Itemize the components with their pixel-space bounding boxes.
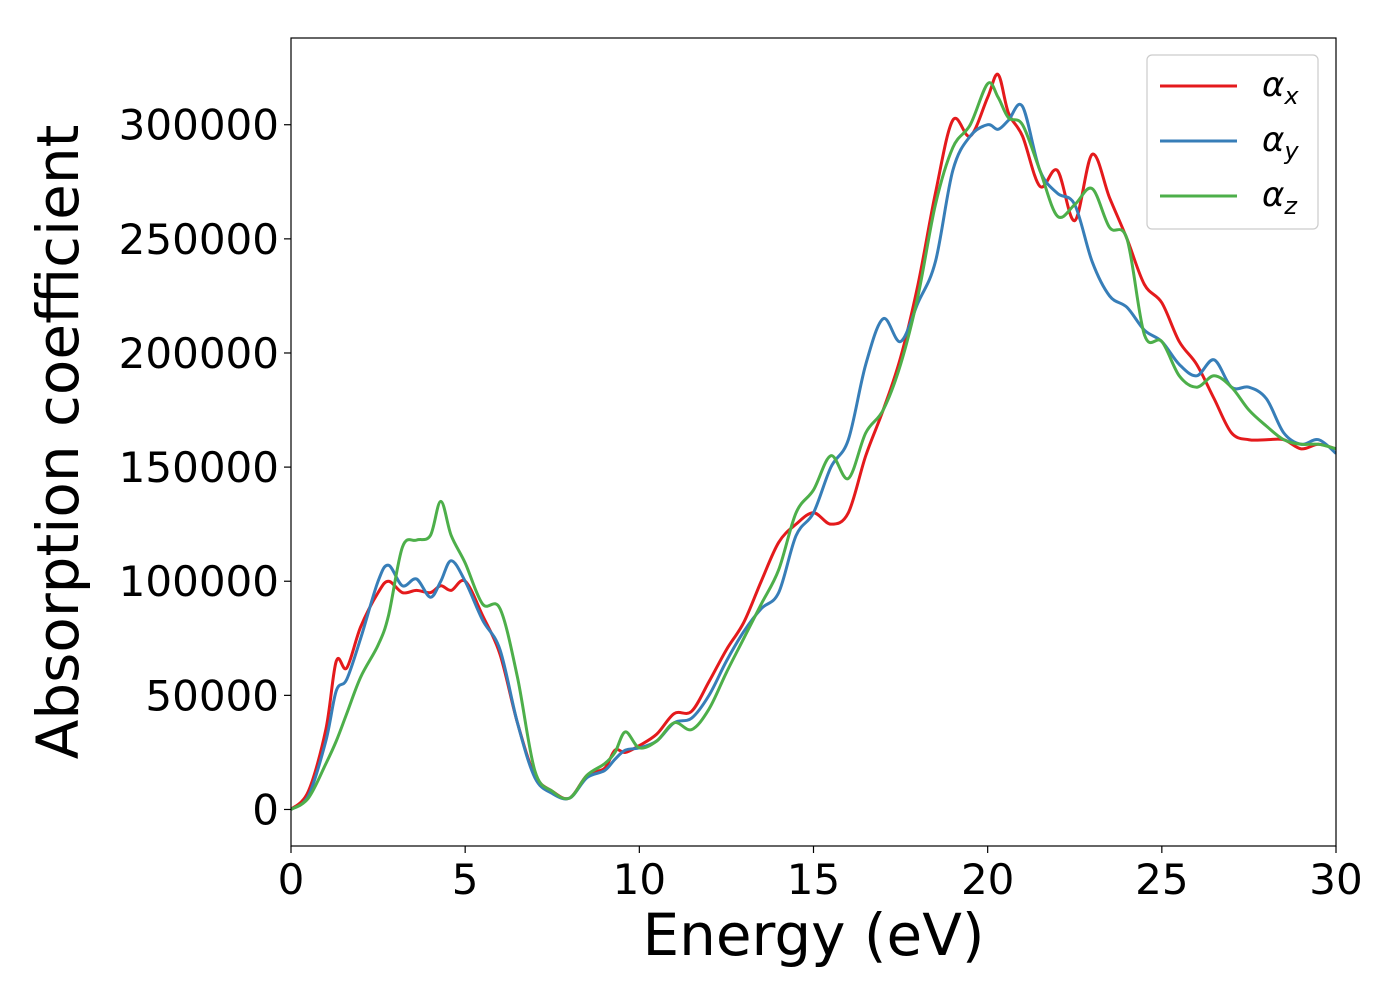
y-tick-label: 100000: [119, 557, 279, 606]
x-tick-label: 15: [787, 855, 840, 904]
legend-label-z: αz: [1262, 175, 1298, 220]
series-layer: [291, 72, 1336, 811]
x-tick-label: 10: [613, 855, 666, 904]
y-tick-label: 50000: [145, 671, 279, 720]
x-tick-label: 0: [278, 855, 305, 904]
x-tick-label: 30: [1309, 855, 1362, 904]
y-tick-label: 200000: [119, 329, 279, 378]
legend-label-x: αx: [1262, 65, 1299, 110]
y-tick-label: 300000: [119, 101, 279, 150]
legend: αx αy αz: [1146, 54, 1319, 230]
y-tick-label: 0: [252, 785, 279, 834]
legend-label-y: αy: [1262, 120, 1299, 165]
x-axis-title: Energy (eV): [642, 901, 984, 969]
x-axis-ticks: 0 5 10 15 20 25 30: [278, 846, 1363, 904]
y-axis-ticks: 0 50000 100000 150000 200000 250000 300000: [119, 101, 291, 834]
series-line-z: [291, 81, 1336, 811]
x-tick-label: 25: [1135, 855, 1188, 904]
x-tick-label: 20: [961, 855, 1014, 904]
x-tick-label: 5: [452, 855, 479, 904]
y-tick-label: 150000: [119, 443, 279, 492]
y-tick-label: 250000: [119, 215, 279, 264]
y-axis-title: Absorption coefficient: [24, 125, 92, 760]
